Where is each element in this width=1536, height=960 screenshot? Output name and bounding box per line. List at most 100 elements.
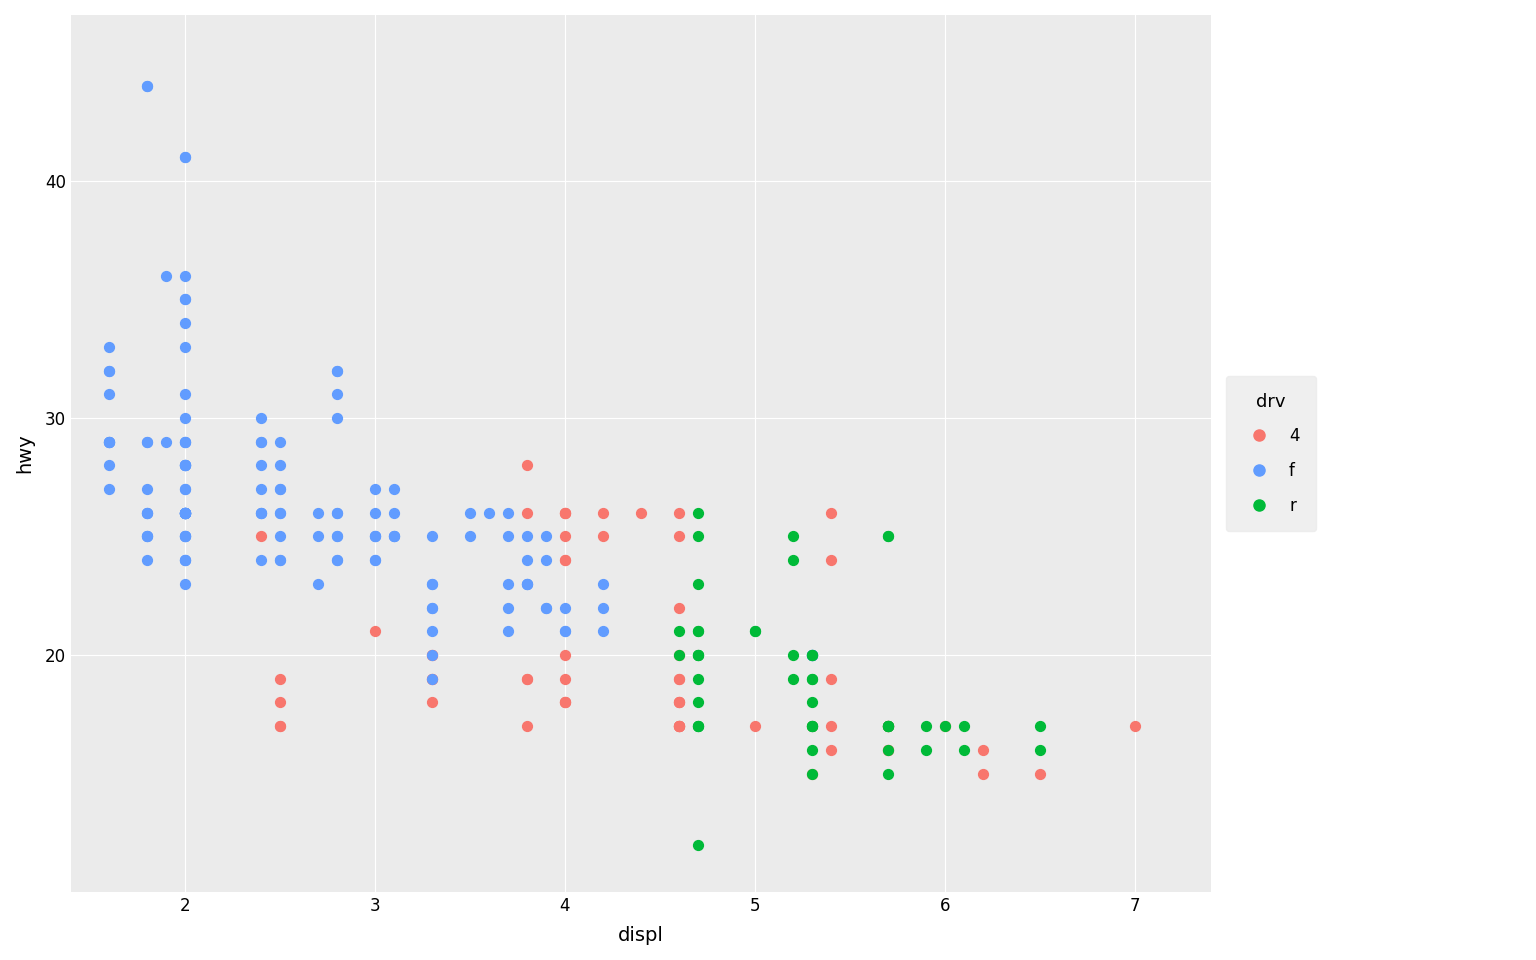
4 [553, 505, 578, 520]
r [876, 529, 900, 544]
r [780, 529, 805, 544]
r [780, 671, 805, 686]
f [324, 553, 349, 568]
f [419, 576, 444, 591]
f [515, 576, 539, 591]
f [172, 505, 197, 520]
f [249, 434, 273, 449]
4 [419, 671, 444, 686]
f [135, 481, 160, 496]
f [135, 79, 160, 94]
f [267, 434, 292, 449]
f [249, 410, 273, 425]
f [97, 434, 121, 449]
f [419, 529, 444, 544]
f [172, 458, 197, 473]
4 [819, 671, 843, 686]
r [685, 647, 710, 662]
f [97, 434, 121, 449]
r [800, 647, 825, 662]
4 [667, 647, 691, 662]
f [154, 268, 178, 283]
f [496, 624, 521, 639]
f [496, 505, 521, 520]
f [324, 529, 349, 544]
4 [876, 742, 900, 757]
f [362, 529, 387, 544]
f [172, 458, 197, 473]
4 [515, 505, 539, 520]
f [154, 434, 178, 449]
f [324, 505, 349, 520]
f [249, 481, 273, 496]
f [533, 529, 558, 544]
f [135, 505, 160, 520]
f [267, 553, 292, 568]
f [381, 529, 406, 544]
f [172, 505, 197, 520]
f [135, 434, 160, 449]
r [932, 718, 957, 733]
f [97, 363, 121, 378]
f [249, 505, 273, 520]
f [306, 529, 330, 544]
Y-axis label: hwy: hwy [15, 434, 34, 473]
4 [553, 553, 578, 568]
f [800, 647, 825, 662]
r [800, 718, 825, 733]
4 [819, 505, 843, 520]
f [172, 292, 197, 307]
f [135, 553, 160, 568]
4 [876, 718, 900, 733]
4 [667, 600, 691, 615]
4 [419, 695, 444, 710]
f [306, 505, 330, 520]
r [685, 837, 710, 852]
r [780, 553, 805, 568]
f [172, 505, 197, 520]
f [172, 410, 197, 425]
4 [419, 647, 444, 662]
f [800, 647, 825, 662]
f [135, 529, 160, 544]
r [800, 695, 825, 710]
f [97, 481, 121, 496]
r [1028, 742, 1052, 757]
f [533, 600, 558, 615]
r [685, 695, 710, 710]
4 [876, 742, 900, 757]
r [951, 718, 975, 733]
r [742, 624, 766, 639]
f [515, 553, 539, 568]
f [324, 529, 349, 544]
f [458, 505, 482, 520]
f [172, 576, 197, 591]
f [553, 624, 578, 639]
4 [553, 695, 578, 710]
4 [800, 718, 825, 733]
4 [667, 718, 691, 733]
f [496, 600, 521, 615]
f [172, 529, 197, 544]
4 [553, 505, 578, 520]
4 [553, 505, 578, 520]
4 [553, 529, 578, 544]
f [267, 458, 292, 473]
r [876, 766, 900, 781]
r [876, 718, 900, 733]
f [496, 576, 521, 591]
4 [590, 529, 614, 544]
f [267, 553, 292, 568]
4 [667, 695, 691, 710]
4 [932, 718, 957, 733]
f [172, 458, 197, 473]
f [172, 458, 197, 473]
f [249, 434, 273, 449]
4 [667, 718, 691, 733]
f [172, 505, 197, 520]
f [249, 505, 273, 520]
Legend: 4, f, r: 4, f, r [1226, 376, 1316, 531]
4 [515, 671, 539, 686]
4 [628, 505, 653, 520]
f [267, 481, 292, 496]
